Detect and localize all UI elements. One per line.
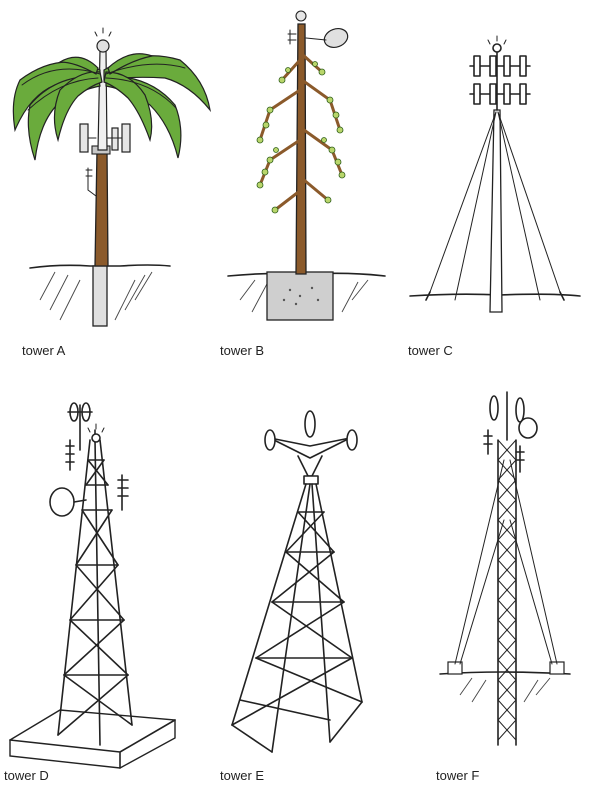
tower-c-label: tower C	[408, 343, 453, 358]
tower-d-panel: tower D	[0, 380, 200, 800]
tower-f-illustration	[439, 391, 571, 746]
tower-a-label: tower A	[22, 343, 66, 358]
tower-b-panel: tower B	[200, 0, 400, 370]
tower-f-label: tower F	[436, 768, 480, 783]
tower-d-label: tower D	[4, 768, 49, 783]
tower-b-label: tower B	[220, 343, 265, 358]
tower-c-panel: tower C	[400, 0, 591, 370]
tower-b-illustration	[227, 10, 386, 321]
tower-d-illustration	[9, 402, 176, 769]
tower-e-illustration	[231, 410, 363, 753]
tower-a-panel: tower A	[0, 0, 211, 370]
tower-c-illustration	[409, 35, 581, 313]
tower-e-panel: tower E	[200, 380, 400, 800]
tower-a-illustration	[12, 27, 211, 327]
tower-f-panel: tower F	[400, 380, 591, 800]
tower-e-label: tower E	[220, 768, 265, 783]
